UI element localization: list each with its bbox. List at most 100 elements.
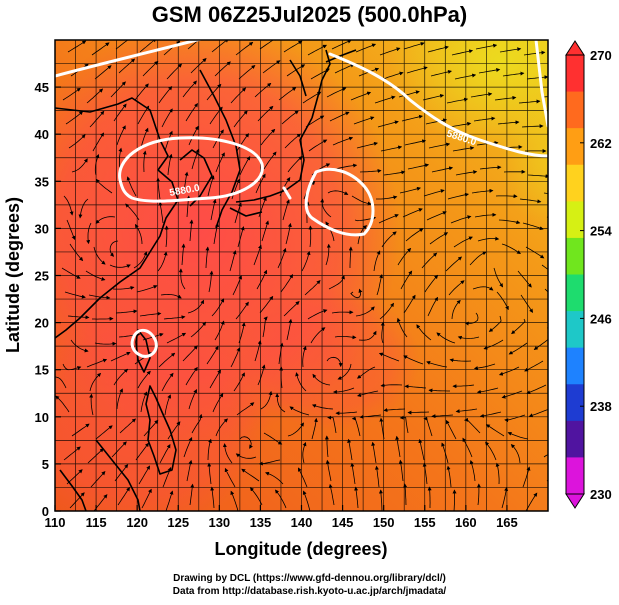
streamline <box>499 47 522 53</box>
map-title: GSM 06Z25Jul2025 (500.0hPa) <box>151 2 468 27</box>
streamline <box>453 236 473 248</box>
streamline <box>286 318 293 341</box>
streamline <box>428 142 451 149</box>
streamline <box>510 444 521 464</box>
streamline <box>376 195 398 200</box>
streamline <box>63 446 81 461</box>
streamline <box>262 60 281 74</box>
streamline <box>327 190 349 195</box>
streamline <box>93 246 106 265</box>
streamline <box>111 441 127 458</box>
colorbar-segment <box>566 457 584 495</box>
streamline <box>518 99 541 104</box>
streamline <box>457 335 480 340</box>
streamline <box>94 341 117 346</box>
y-tick-label: 15 <box>35 363 49 378</box>
x-tick-label: 120 <box>126 515 148 530</box>
streamline <box>235 41 254 56</box>
streamline <box>302 490 311 511</box>
streamline <box>253 244 262 266</box>
y-axis-label: Latitude (degrees) <box>3 197 23 353</box>
streamline <box>329 111 350 122</box>
y-tick-label: 45 <box>35 80 49 95</box>
streamline <box>334 335 357 340</box>
streamline <box>464 417 481 434</box>
streamline <box>139 40 157 53</box>
streamline <box>383 408 406 413</box>
streamline <box>472 286 494 291</box>
streamline <box>378 352 400 362</box>
streamline <box>257 364 266 386</box>
streamline <box>110 351 131 362</box>
streamline <box>355 306 375 317</box>
streamline <box>452 384 475 389</box>
x-tick-label: 150 <box>373 515 395 530</box>
streamline <box>325 221 335 242</box>
streamline <box>376 274 383 296</box>
streamline <box>110 81 126 98</box>
streamline <box>185 366 198 386</box>
streamline <box>137 105 150 125</box>
streamline <box>109 264 131 269</box>
streamline <box>403 355 424 365</box>
x-tick-label: 115 <box>86 515 107 530</box>
streamline <box>498 219 521 225</box>
streamline <box>118 147 123 170</box>
streamline <box>454 73 477 80</box>
streamline <box>449 121 472 128</box>
streamline <box>355 43 377 53</box>
streamline <box>301 250 311 272</box>
streamline <box>430 70 452 77</box>
streamline <box>358 330 377 341</box>
streamline <box>89 393 94 416</box>
streamline <box>378 214 399 224</box>
streamline <box>350 91 372 101</box>
streamline <box>406 66 428 74</box>
streamline <box>429 232 449 245</box>
streamline <box>89 110 105 128</box>
streamline <box>399 186 421 194</box>
y-tick-label: 25 <box>35 269 49 284</box>
streamline <box>405 228 424 242</box>
streamline <box>207 438 212 461</box>
streamline <box>95 178 113 194</box>
streamline <box>522 466 531 488</box>
streamline <box>501 390 523 399</box>
x-tick-label: 110 <box>45 515 66 530</box>
streamline <box>117 487 130 506</box>
streamline <box>337 363 352 380</box>
streamline <box>423 416 433 437</box>
streamline <box>258 459 281 466</box>
streamline <box>118 58 136 74</box>
streamline <box>182 80 197 98</box>
colorbar-frame <box>565 54 585 495</box>
streamline <box>476 387 499 394</box>
streamline <box>187 299 204 314</box>
streamline <box>451 299 461 320</box>
streamline <box>70 339 89 353</box>
streamline <box>380 321 385 344</box>
streamline <box>283 301 300 317</box>
streamline <box>485 441 497 461</box>
streamline <box>308 139 328 152</box>
streamline <box>230 347 241 368</box>
streamline <box>215 152 225 173</box>
streamline <box>497 120 520 125</box>
streamline <box>182 345 198 362</box>
streamline <box>206 345 219 365</box>
streamline <box>138 465 151 485</box>
streamline <box>191 413 203 434</box>
streamline <box>452 489 457 511</box>
streamline <box>374 465 380 488</box>
streamline <box>446 465 452 488</box>
streamline <box>326 356 343 368</box>
streamline <box>495 194 518 199</box>
streamline <box>542 96 548 98</box>
streamline <box>207 175 215 197</box>
streamline <box>190 58 207 74</box>
streamline <box>511 318 526 335</box>
streamline <box>116 125 126 146</box>
streamline <box>522 222 544 231</box>
streamline <box>191 148 200 170</box>
streamline <box>446 97 469 104</box>
